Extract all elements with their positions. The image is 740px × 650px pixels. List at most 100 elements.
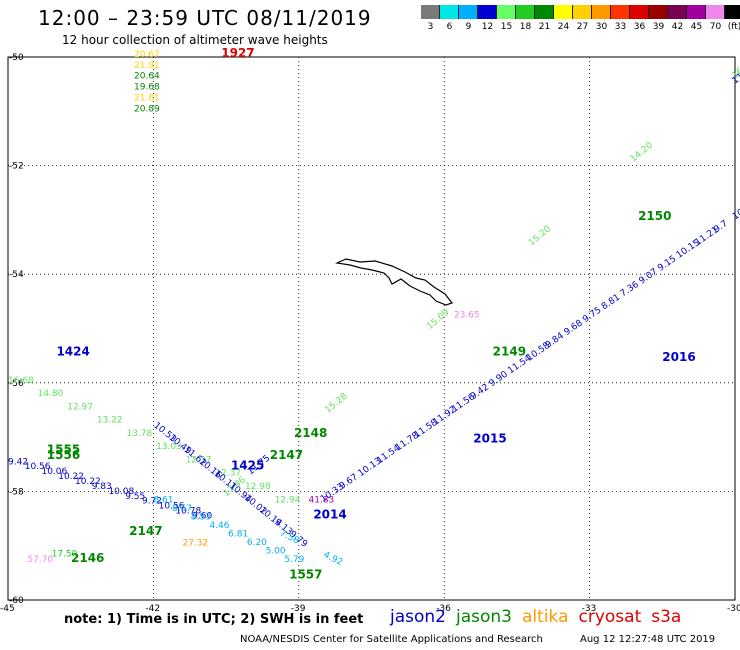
satellite-name: jason2 (390, 607, 446, 627)
legend-label: 18 (519, 22, 532, 32)
swh-value: 10.56 (25, 462, 51, 472)
swh-value: 9.72 (142, 497, 162, 507)
swh-value: 16.68 (8, 376, 34, 386)
note-text: note: 1) Time is in UTC; 2) SWH is in fe… (64, 612, 364, 627)
legend-label: 24 (557, 22, 570, 32)
island-coastline (334, 258, 453, 306)
legend-label: 27 (576, 22, 589, 32)
lat-tick-label: -56 (9, 379, 24, 389)
satellite-name: s3a (651, 607, 682, 627)
pass-time-label: 1555 (47, 442, 80, 456)
map-title: 12:00 – 23:59 UTC 08/11/2019 (38, 6, 372, 30)
swh-value: 9.55 (125, 492, 145, 502)
swh-value: 9.83 (92, 482, 112, 492)
swh-value: 20.64 (134, 72, 160, 82)
pass-time-label: 1927 (221, 46, 254, 60)
swh-value: 14.80 (38, 389, 64, 399)
legend-swatch (554, 5, 573, 19)
swh-value: 15.28 (323, 391, 349, 415)
swh-value: 9.15 (656, 254, 678, 274)
swh-value: 10.22 (58, 472, 84, 482)
legend-swatch (459, 5, 478, 19)
legend-swatch (440, 5, 459, 19)
swh-value: 14.20 (629, 140, 655, 164)
swh-value: 9.42 (8, 457, 28, 467)
map-subtitle: 12 hour collection of altimeter wave hei… (62, 33, 328, 47)
swh-value: 19.68 (134, 83, 160, 93)
legend-label: 21 (538, 22, 551, 32)
lon-tick-label: -45 (0, 604, 15, 614)
swh-value: 12.94 (275, 495, 301, 505)
swh-value: 9.42 (469, 382, 491, 402)
map-frame (7, 56, 736, 601)
pass-time-label: 2148 (294, 426, 327, 440)
pass-time-label: 2147 (270, 448, 303, 462)
swh-value: 16.40 (731, 57, 740, 81)
swh-value: 9.90 (488, 369, 510, 389)
pass-time-label: 2014 (313, 508, 346, 522)
swh-value: 13.22 (97, 416, 123, 426)
lon-tick-label: -36 (436, 604, 451, 614)
legend-label: 15 (500, 22, 513, 32)
legend-swatch (725, 5, 740, 19)
legend-label: 42 (671, 22, 684, 32)
swh-value: 5.79 (284, 555, 304, 565)
pass-time-label: 2015 (473, 432, 506, 446)
lat-tick-label: -52 (9, 162, 24, 172)
swh-value: 4.92 (322, 550, 344, 568)
pass-time-label: 2146 (71, 551, 104, 565)
swh-value: 15.09 (425, 308, 451, 332)
satellite-list: jason2 jason3 altika cryosat s3a (390, 607, 691, 627)
lon-tick-label: -30 (727, 604, 740, 614)
swh-value: 8.53 (191, 512, 211, 522)
swh-value: 9.84 (544, 331, 566, 351)
swh-value: 17.59 (52, 550, 78, 560)
legend-label: 70 (709, 22, 722, 32)
satellite-name: jason3 (456, 607, 512, 627)
legend-swatch (687, 5, 706, 19)
swh-value: 6.20 (247, 538, 267, 548)
swh-value: 13.03 (156, 442, 182, 452)
swh-value: 5.00 (266, 546, 286, 556)
swh-value: 10.22 (75, 477, 101, 487)
swh-value: 12.37 (186, 455, 212, 465)
legend-swatch (573, 5, 592, 19)
pass-time-label: 2016 (662, 350, 695, 364)
color-legend-labels: 3 6 9 12 15 18 21 24 27 30 33 36 39 42 45 70 (ft) (421, 22, 740, 32)
swh-value: 10.78 (175, 507, 201, 517)
satellite-name: cryosat (578, 607, 642, 627)
satellite-name: altika (522, 607, 569, 627)
legend-swatch (649, 5, 668, 19)
swh-value: 8.81 (600, 293, 622, 313)
legend-swatch (497, 5, 516, 19)
legend-label: 12 (481, 22, 494, 32)
swh-value: 8.61 (153, 495, 173, 505)
swh-value: 41.83 (308, 495, 334, 505)
swh-value: 20.67 (134, 50, 160, 60)
swh-value: 6.81 (228, 529, 248, 539)
lon-tick-label: -33 (582, 604, 597, 614)
legend-swatch (706, 5, 725, 19)
swh-value: 4.46 (209, 521, 229, 531)
legend-swatch (630, 5, 649, 19)
legend-label: 45 (690, 22, 703, 32)
legend-label: 36 (633, 22, 646, 32)
legend-swatch (611, 5, 630, 19)
lat-tick-label: -54 (9, 270, 24, 280)
legend-swatch (516, 5, 535, 19)
pass-time-label: 1557 (289, 567, 322, 581)
swh-value: 57.70 (27, 555, 53, 565)
legend-label: 3 (427, 22, 434, 32)
legend-label: 30 (595, 22, 608, 32)
lon-tick-label: -39 (291, 604, 306, 614)
swh-value: 11.33 (731, 63, 740, 87)
lat-tick-label: -58 (9, 487, 24, 497)
generated-time: Aug 12 12:27:48 UTC 2019 (580, 634, 716, 645)
legend-swatch (535, 5, 554, 19)
swh-value: 9.67 (338, 472, 360, 492)
swh-value: 12.37 (215, 469, 241, 479)
swh-value: 9.60 (192, 512, 212, 522)
